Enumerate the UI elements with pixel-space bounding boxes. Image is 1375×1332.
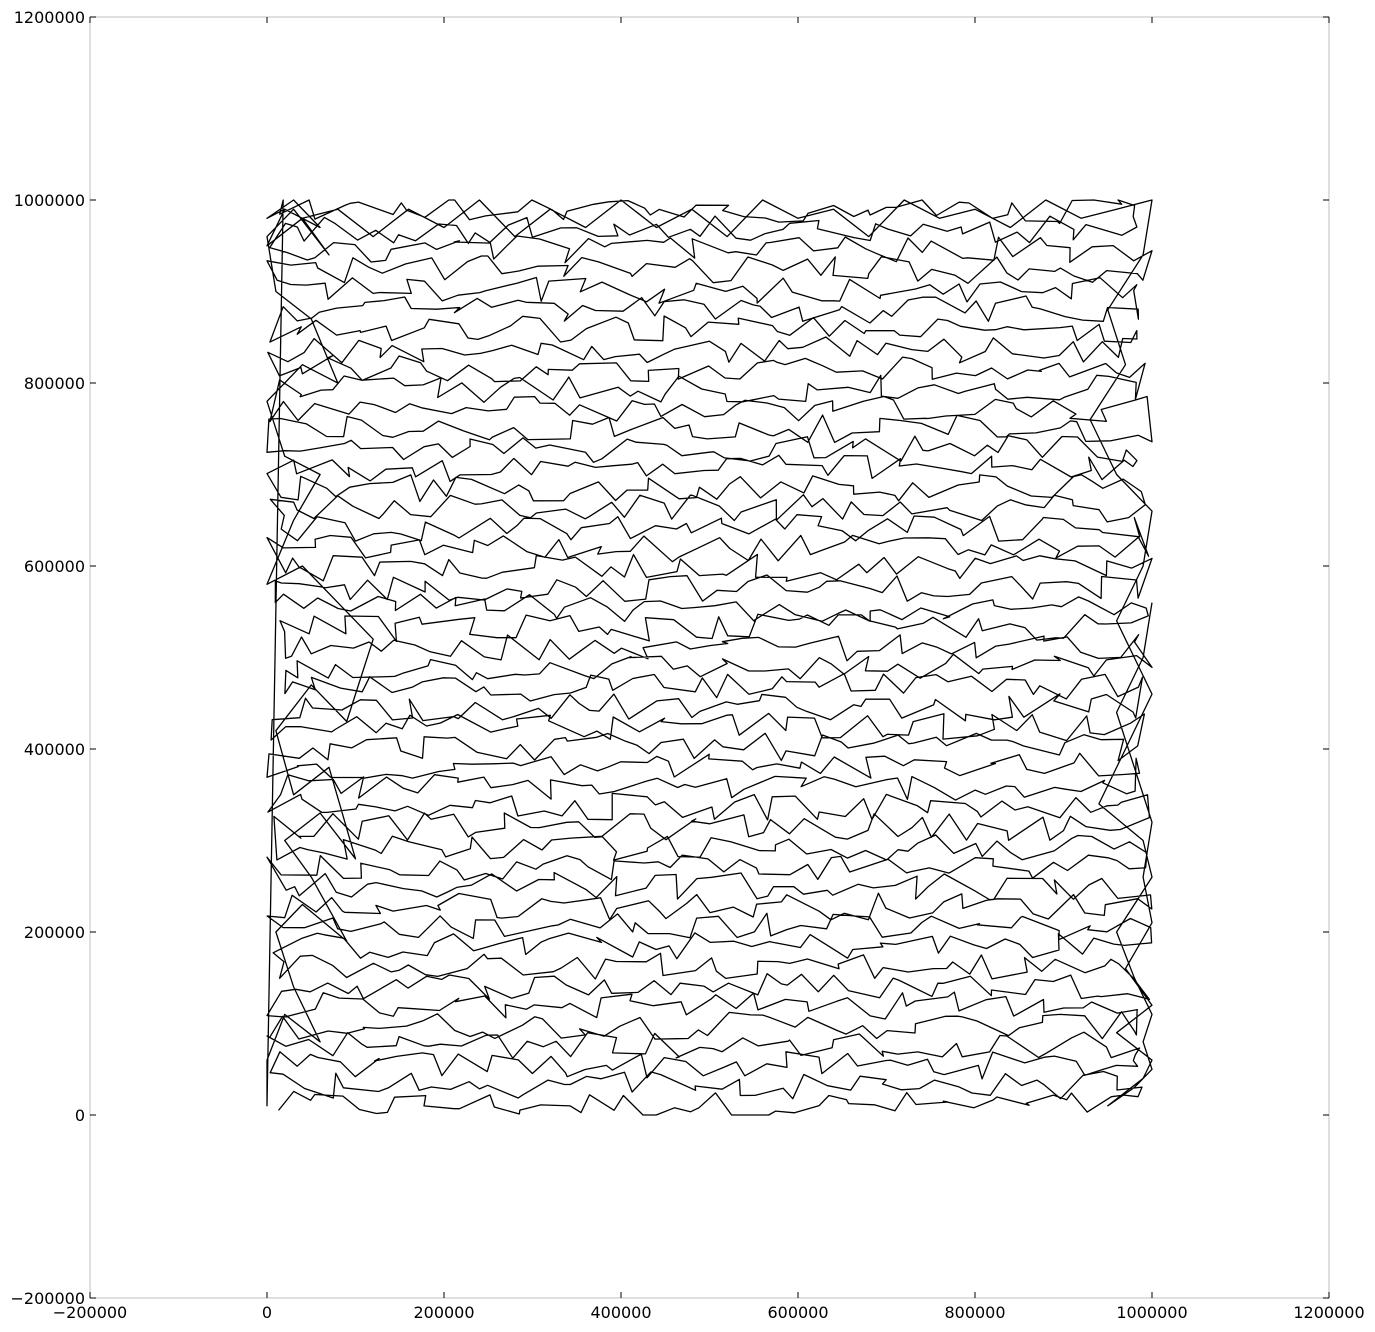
y-tick-label: 0 <box>75 1106 85 1125</box>
x-tick-label: 0 <box>262 1303 272 1322</box>
y-tick-label: 1200000 <box>14 8 85 27</box>
y-tick-label: 1000000 <box>14 191 85 210</box>
y-tick-label: −200000 <box>11 1289 85 1308</box>
route-layer <box>266 199 1153 1116</box>
y-tick-label: 400000 <box>24 740 85 759</box>
axes-frame <box>89 16 1330 1299</box>
x-tick-label: 200000 <box>413 1303 474 1322</box>
series-line <box>266 199 1153 1116</box>
x-tick-label: −200000 <box>53 1303 127 1322</box>
x-tick-label: 1000000 <box>1116 1303 1187 1322</box>
x-tick-label: 800000 <box>944 1303 1005 1322</box>
y-tick-label: 600000 <box>24 557 85 576</box>
x-tick-label: 600000 <box>767 1303 828 1322</box>
y-tick-label: 800000 <box>24 374 85 393</box>
tick-layer: −200000 0 200000 400000 600000 800000 1000000 1… <box>11 8 1365 1322</box>
x-tick-label: 1200000 <box>1293 1303 1364 1322</box>
y-tick-label: 200000 <box>24 923 85 942</box>
x-tick-label: 400000 <box>590 1303 651 1322</box>
